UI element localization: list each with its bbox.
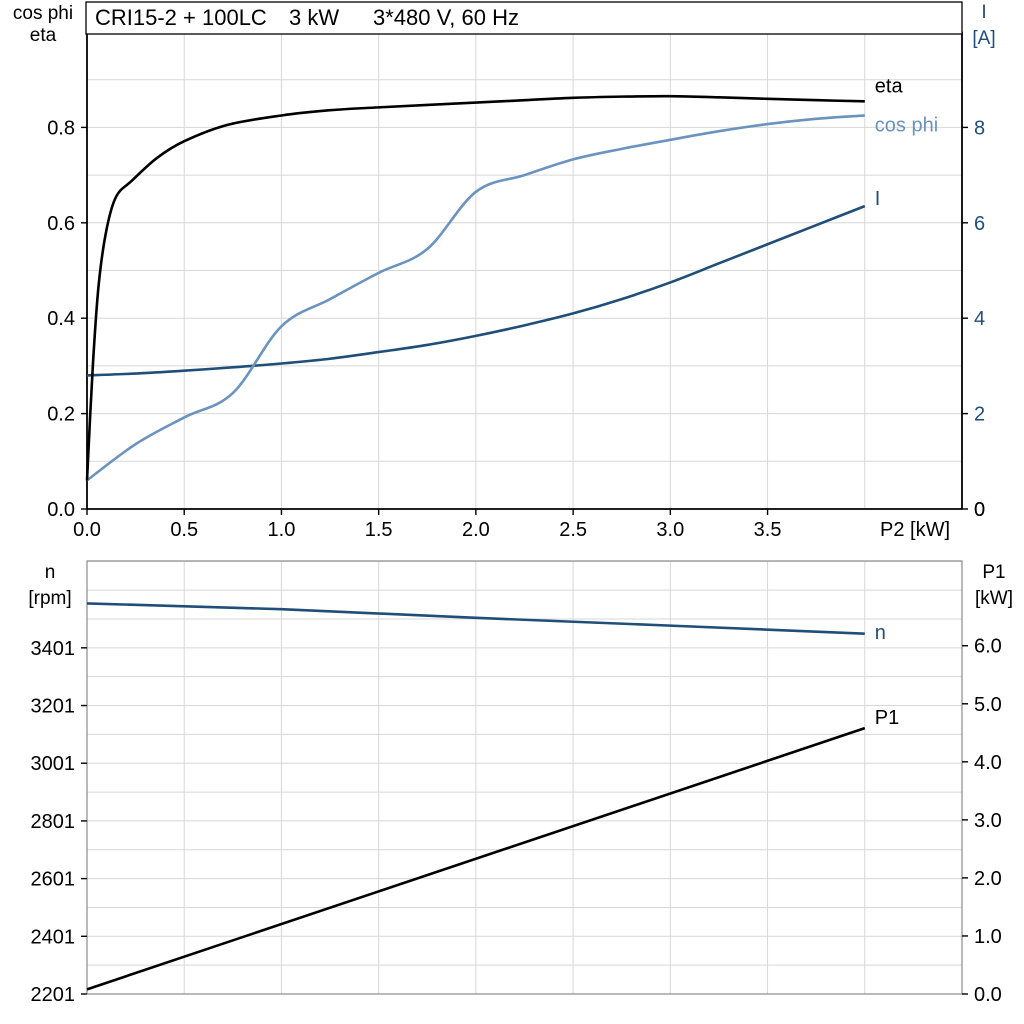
svg-text:2201: 2201	[31, 984, 76, 1006]
svg-text:2801: 2801	[31, 811, 76, 833]
svg-text:0.2: 0.2	[47, 404, 75, 426]
svg-text:eta: eta	[30, 25, 57, 46]
svg-text:2.0: 2.0	[462, 519, 490, 541]
svg-text:8: 8	[974, 117, 985, 139]
svg-text:P2 [kW]: P2 [kW]	[880, 519, 950, 541]
svg-text:0.8: 0.8	[47, 117, 75, 139]
svg-text:3.5: 3.5	[754, 519, 782, 541]
svg-text:I: I	[981, 2, 986, 23]
svg-text:2.0: 2.0	[974, 868, 1002, 890]
svg-text:P1: P1	[875, 707, 899, 729]
svg-text:1.0: 1.0	[268, 519, 296, 541]
svg-text:0.4: 0.4	[47, 308, 75, 330]
svg-text:2.5: 2.5	[559, 519, 587, 541]
svg-text:0: 0	[974, 499, 985, 521]
svg-text:3.0: 3.0	[656, 519, 684, 541]
svg-text:0.5: 0.5	[170, 519, 198, 541]
svg-text:cos phi: cos phi	[13, 3, 73, 24]
svg-text:1.0: 1.0	[974, 926, 1002, 948]
svg-text:5.0: 5.0	[974, 694, 1002, 716]
svg-text:3001: 3001	[31, 753, 76, 775]
svg-text:0.0: 0.0	[47, 499, 75, 521]
svg-text:2601: 2601	[31, 869, 76, 891]
svg-text:[A]: [A]	[972, 28, 995, 49]
svg-text:3401: 3401	[31, 638, 76, 660]
svg-text:0.0: 0.0	[974, 984, 1002, 1006]
svg-text:n: n	[45, 562, 56, 583]
svg-text:2: 2	[974, 404, 985, 426]
svg-text:eta: eta	[875, 75, 904, 97]
svg-text:I: I	[875, 188, 881, 210]
svg-text:4.0: 4.0	[974, 752, 1002, 774]
svg-text:4: 4	[974, 308, 985, 330]
svg-text:2401: 2401	[31, 926, 76, 948]
svg-text:[rpm]: [rpm]	[28, 588, 71, 609]
svg-text:0.6: 0.6	[47, 213, 75, 235]
svg-text:P1: P1	[982, 562, 1005, 583]
svg-text:6: 6	[974, 213, 985, 235]
svg-text:3.0: 3.0	[974, 810, 1002, 832]
svg-text:0.0: 0.0	[73, 519, 101, 541]
svg-text:6.0: 6.0	[974, 636, 1002, 658]
svg-text:cos phi: cos phi	[875, 114, 938, 136]
svg-text:[kW]: [kW]	[975, 588, 1013, 609]
svg-text:3201: 3201	[31, 696, 76, 718]
svg-text:1.5: 1.5	[365, 519, 393, 541]
svg-text:n: n	[875, 622, 886, 644]
